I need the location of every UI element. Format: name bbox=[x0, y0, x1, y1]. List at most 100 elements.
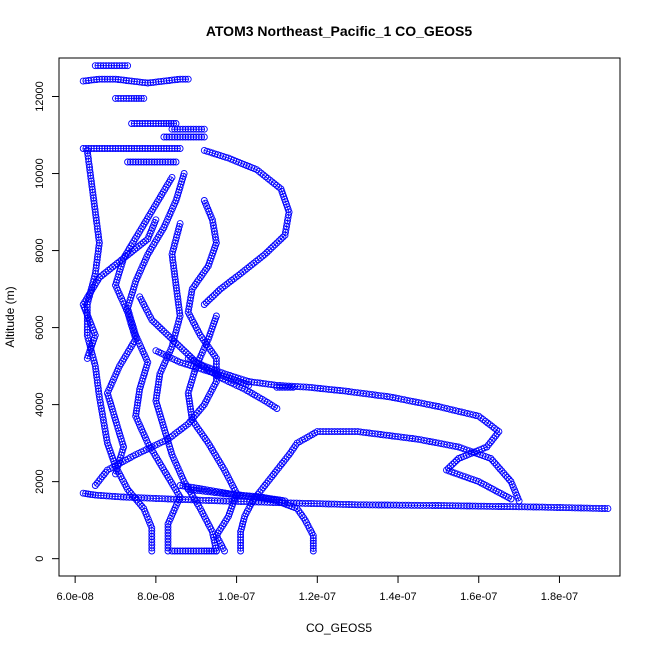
series-23 bbox=[124, 158, 180, 166]
y-tick-label: 4000 bbox=[34, 392, 46, 416]
data-point bbox=[198, 485, 206, 493]
data-point bbox=[160, 327, 168, 335]
x-tick-label: 1.4e-07 bbox=[379, 591, 416, 603]
data-point bbox=[93, 145, 101, 152]
data-point bbox=[190, 547, 197, 555]
data-point bbox=[122, 145, 130, 152]
data-point bbox=[172, 339, 180, 347]
data-point bbox=[221, 282, 229, 290]
data-point bbox=[91, 62, 99, 70]
data-point bbox=[140, 505, 148, 513]
data-point bbox=[114, 94, 122, 102]
data-point bbox=[118, 62, 126, 70]
data-point bbox=[502, 471, 509, 479]
series-10 bbox=[152, 220, 220, 555]
data-point bbox=[192, 125, 200, 133]
data-point bbox=[128, 94, 136, 102]
data-point bbox=[99, 62, 107, 70]
data-point bbox=[125, 145, 133, 152]
data-point bbox=[120, 94, 128, 102]
data-point bbox=[102, 62, 110, 70]
series-20 bbox=[168, 125, 208, 133]
data-point bbox=[270, 180, 278, 188]
data-point bbox=[117, 76, 125, 84]
data-point bbox=[490, 424, 498, 432]
data-point bbox=[604, 505, 612, 513]
data-point bbox=[243, 264, 251, 272]
data-point bbox=[202, 299, 210, 307]
y-tick-label: 6000 bbox=[34, 315, 46, 339]
data-point bbox=[256, 254, 264, 262]
data-point bbox=[91, 482, 99, 489]
data-point bbox=[176, 220, 184, 228]
data-point bbox=[134, 158, 142, 166]
data-point bbox=[275, 237, 283, 245]
data-point bbox=[79, 145, 87, 152]
data-point bbox=[191, 411, 199, 419]
data-point bbox=[195, 125, 203, 133]
data-point bbox=[257, 493, 265, 501]
data-point bbox=[168, 173, 176, 181]
data-point bbox=[125, 77, 133, 85]
data-point bbox=[273, 466, 281, 474]
data-point bbox=[489, 457, 497, 465]
data-point bbox=[248, 261, 256, 269]
data-point bbox=[212, 312, 220, 320]
series-18 bbox=[112, 94, 148, 102]
y-tick-label: 10000 bbox=[34, 158, 46, 189]
data-point bbox=[148, 316, 156, 324]
data-point bbox=[175, 427, 183, 435]
data-point bbox=[139, 239, 147, 246]
data-point bbox=[153, 389, 161, 397]
data-point bbox=[95, 274, 103, 281]
series-24 bbox=[168, 547, 220, 555]
data-point bbox=[237, 531, 245, 538]
data-point bbox=[176, 75, 184, 83]
data-point bbox=[187, 408, 195, 416]
data-point bbox=[149, 78, 157, 86]
data-point bbox=[95, 75, 103, 83]
data-point bbox=[147, 145, 154, 152]
data-point bbox=[182, 125, 189, 133]
series-9 bbox=[124, 170, 188, 555]
data-point bbox=[182, 133, 189, 141]
data-point bbox=[196, 428, 204, 436]
data-point bbox=[95, 477, 103, 485]
data-point bbox=[188, 413, 196, 421]
data-point bbox=[147, 120, 154, 127]
data-point bbox=[165, 145, 173, 152]
data-point bbox=[192, 133, 200, 141]
data-point bbox=[137, 94, 145, 102]
data-point bbox=[204, 297, 212, 305]
data-point bbox=[154, 381, 162, 389]
data-point bbox=[184, 483, 192, 491]
data-point bbox=[138, 503, 146, 510]
data-point bbox=[253, 166, 261, 174]
data-point bbox=[245, 263, 253, 271]
x-tick-label: 1.6e-07 bbox=[460, 591, 497, 603]
data-point bbox=[171, 547, 179, 555]
data-point bbox=[271, 241, 279, 249]
data-point bbox=[498, 467, 506, 475]
data-point bbox=[281, 383, 289, 391]
data-point bbox=[173, 125, 181, 133]
data-point bbox=[190, 484, 197, 492]
data-point bbox=[156, 324, 164, 332]
data-point bbox=[212, 289, 220, 297]
data-point bbox=[309, 534, 317, 542]
data-point bbox=[186, 353, 194, 360]
data-point bbox=[102, 468, 110, 476]
data-point bbox=[190, 125, 197, 133]
data-point bbox=[98, 473, 106, 481]
data-point bbox=[120, 254, 128, 262]
data-point bbox=[110, 62, 118, 70]
data-point bbox=[277, 235, 285, 243]
data-point bbox=[152, 120, 160, 127]
x-tick-label: 6.0e-08 bbox=[56, 591, 93, 603]
data-point bbox=[184, 75, 192, 83]
series-12 bbox=[103, 173, 176, 478]
data-point bbox=[108, 62, 115, 70]
data-point bbox=[208, 293, 216, 301]
data-point bbox=[487, 455, 495, 462]
data-point bbox=[491, 459, 498, 467]
